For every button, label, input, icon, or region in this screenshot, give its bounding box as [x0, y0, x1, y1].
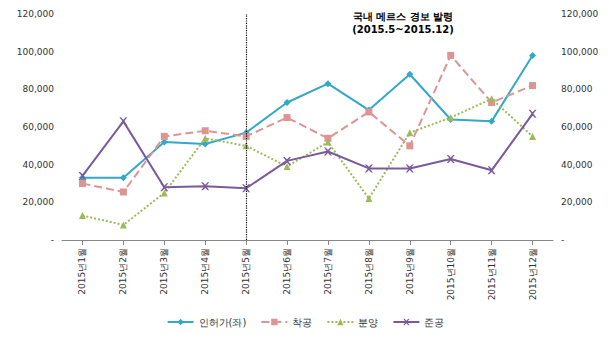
svg-text:2015년9월: 2015년9월 [405, 248, 415, 295]
svg-text:100,000: 100,000 [17, 47, 54, 57]
svg-text:2015년3월: 2015년3월 [159, 248, 169, 295]
svg-text:120,000: 120,000 [17, 9, 54, 19]
svg-text:분양: 분양 [358, 317, 378, 328]
svg-text:80,000: 80,000 [23, 84, 55, 94]
svg-text:2015년7월: 2015년7월 [323, 248, 333, 295]
svg-text:2015년11월: 2015년11월 [487, 248, 497, 300]
svg-text:100,000: 100,000 [561, 47, 598, 57]
svg-text:80,000: 80,000 [561, 84, 593, 94]
svg-text:인허가(좌): 인허가(좌) [199, 317, 247, 328]
svg-text:40,000: 40,000 [561, 160, 593, 170]
svg-text:20,000: 20,000 [561, 197, 593, 207]
svg-text:60,000: 60,000 [561, 122, 593, 132]
svg-text:2015년1월: 2015년1월 [77, 248, 87, 295]
svg-text:2015년5월: 2015년5월 [241, 248, 251, 295]
svg-text:(2015.5~2015.12): (2015.5~2015.12) [352, 24, 454, 35]
svg-text:120,000: 120,000 [561, 9, 598, 19]
svg-text:-: - [561, 235, 564, 245]
svg-text:준공: 준공 [424, 317, 444, 328]
svg-text:착공: 착공 [292, 317, 312, 328]
svg-text:2015년10월: 2015년10월 [446, 248, 456, 300]
svg-text:-: - [51, 235, 54, 245]
svg-text:국내 메르스 경보 발령: 국내 메르스 경보 발령 [353, 11, 453, 22]
svg-text:2015년2월: 2015년2월 [118, 248, 128, 295]
svg-text:2015년12월: 2015년12월 [528, 248, 538, 300]
svg-text:40,000: 40,000 [23, 160, 55, 170]
svg-text:60,000: 60,000 [23, 122, 55, 132]
svg-text:2015년8월: 2015년8월 [364, 248, 374, 295]
svg-text:2015년4월: 2015년4월 [200, 248, 210, 295]
svg-text:2015년6월: 2015년6월 [282, 248, 292, 295]
svg-text:20,000: 20,000 [23, 197, 55, 207]
